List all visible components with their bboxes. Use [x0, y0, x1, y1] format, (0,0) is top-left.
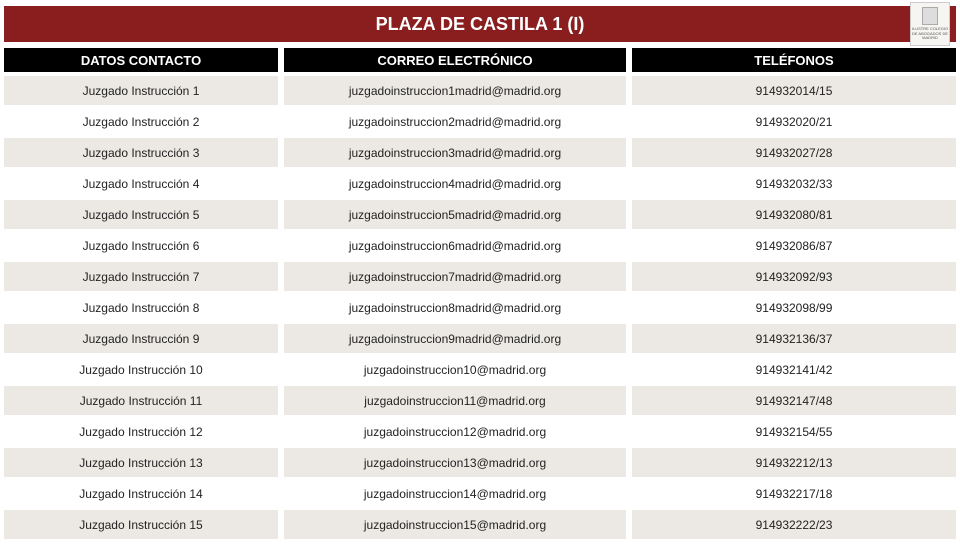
page-title: PLAZA DE CASTILA 1 (I) [376, 14, 585, 35]
cell-telefono: 914932086/87 [632, 231, 956, 260]
cell-telefono: 914932141/42 [632, 355, 956, 384]
table-row: Juzgado Instrucción 11juzgadoinstruccion… [4, 386, 956, 415]
cell-telefono: 914932217/18 [632, 479, 956, 508]
cell-telefono: 914932080/81 [632, 200, 956, 229]
table-row: Juzgado Instrucción 7juzgadoinstruccion7… [4, 262, 956, 291]
cell-correo: juzgadoinstruccion5madrid@madrid.org [284, 200, 626, 229]
cell-correo: juzgadoinstruccion12@madrid.org [284, 417, 626, 446]
cell-correo: juzgadoinstruccion2madrid@madrid.org [284, 107, 626, 136]
table-row: Juzgado Instrucción 15juzgadoinstruccion… [4, 510, 956, 539]
table-row: Juzgado Instrucción 14juzgadoinstruccion… [4, 479, 956, 508]
cell-telefono: 914932014/15 [632, 76, 956, 105]
data-table: DATOS CONTACTO CORREO ELECTRÓNICO TELÉFO… [0, 42, 960, 539]
col-header-contacto: DATOS CONTACTO [4, 48, 278, 72]
cell-correo: juzgadoinstruccion15@madrid.org [284, 510, 626, 539]
cell-correo: juzgadoinstruccion7madrid@madrid.org [284, 262, 626, 291]
cell-correo: juzgadoinstruccion10@madrid.org [284, 355, 626, 384]
cell-contacto: Juzgado Instrucción 8 [4, 293, 278, 322]
cell-correo: juzgadoinstruccion3madrid@madrid.org [284, 138, 626, 167]
cell-contacto: Juzgado Instrucción 15 [4, 510, 278, 539]
table-body: Juzgado Instrucción 1juzgadoinstruccion1… [4, 76, 956, 539]
col-header-telefono: TELÉFONOS [632, 48, 956, 72]
table-row: Juzgado Instrucción 6juzgadoinstruccion6… [4, 231, 956, 260]
cell-telefono: 914932147/48 [632, 386, 956, 415]
table-row: Juzgado Instrucción 8juzgadoinstruccion8… [4, 293, 956, 322]
org-logo: ILUSTRE COLEGIO DE ABOGADOS DE MADRID [910, 2, 950, 46]
shield-icon [922, 7, 938, 25]
cell-contacto: Juzgado Instrucción 1 [4, 76, 278, 105]
cell-correo: juzgadoinstruccion11@madrid.org [284, 386, 626, 415]
cell-contacto: Juzgado Instrucción 2 [4, 107, 278, 136]
cell-contacto: Juzgado Instrucción 5 [4, 200, 278, 229]
cell-correo: juzgadoinstruccion8madrid@madrid.org [284, 293, 626, 322]
cell-correo: juzgadoinstruccion9madrid@madrid.org [284, 324, 626, 353]
cell-correo: juzgadoinstruccion13@madrid.org [284, 448, 626, 477]
table-row: Juzgado Instrucción 9juzgadoinstruccion9… [4, 324, 956, 353]
table-row: Juzgado Instrucción 2juzgadoinstruccion2… [4, 107, 956, 136]
cell-contacto: Juzgado Instrucción 7 [4, 262, 278, 291]
cell-contacto: Juzgado Instrucción 11 [4, 386, 278, 415]
cell-telefono: 914932136/37 [632, 324, 956, 353]
table-row: Juzgado Instrucción 12juzgadoinstruccion… [4, 417, 956, 446]
cell-telefono: 914932032/33 [632, 169, 956, 198]
cell-telefono: 914932092/93 [632, 262, 956, 291]
col-header-correo: CORREO ELECTRÓNICO [284, 48, 626, 72]
page-header: PLAZA DE CASTILA 1 (I) ILUSTRE COLEGIO D… [4, 6, 956, 42]
cell-contacto: Juzgado Instrucción 10 [4, 355, 278, 384]
cell-telefono: 914932154/55 [632, 417, 956, 446]
cell-contacto: Juzgado Instrucción 3 [4, 138, 278, 167]
cell-correo: juzgadoinstruccion1madrid@madrid.org [284, 76, 626, 105]
table-row: Juzgado Instrucción 13juzgadoinstruccion… [4, 448, 956, 477]
cell-contacto: Juzgado Instrucción 13 [4, 448, 278, 477]
cell-telefono: 914932212/13 [632, 448, 956, 477]
cell-correo: juzgadoinstruccion6madrid@madrid.org [284, 231, 626, 260]
cell-contacto: Juzgado Instrucción 14 [4, 479, 278, 508]
table-row: Juzgado Instrucción 4juzgadoinstruccion4… [4, 169, 956, 198]
table-row: Juzgado Instrucción 3juzgadoinstruccion3… [4, 138, 956, 167]
cell-correo: juzgadoinstruccion4madrid@madrid.org [284, 169, 626, 198]
cell-contacto: Juzgado Instrucción 9 [4, 324, 278, 353]
cell-contacto: Juzgado Instrucción 6 [4, 231, 278, 260]
cell-telefono: 914932222/23 [632, 510, 956, 539]
cell-telefono: 914932098/99 [632, 293, 956, 322]
cell-contacto: Juzgado Instrucción 12 [4, 417, 278, 446]
table-row: Juzgado Instrucción 10juzgadoinstruccion… [4, 355, 956, 384]
cell-contacto: Juzgado Instrucción 4 [4, 169, 278, 198]
table-header-row: DATOS CONTACTO CORREO ELECTRÓNICO TELÉFO… [4, 48, 956, 72]
table-row: Juzgado Instrucción 5juzgadoinstruccion5… [4, 200, 956, 229]
org-logo-text: ILUSTRE COLEGIO DE ABOGADOS DE MADRID [911, 27, 949, 40]
cell-telefono: 914932020/21 [632, 107, 956, 136]
cell-correo: juzgadoinstruccion14@madrid.org [284, 479, 626, 508]
cell-telefono: 914932027/28 [632, 138, 956, 167]
table-row: Juzgado Instrucción 1juzgadoinstruccion1… [4, 76, 956, 105]
